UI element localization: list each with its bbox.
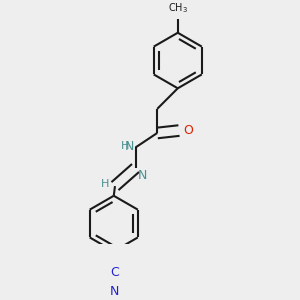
Text: N: N: [110, 285, 119, 298]
Text: N: N: [137, 169, 147, 182]
Text: C: C: [110, 266, 118, 279]
Text: N: N: [125, 140, 134, 153]
Text: CH$_3$: CH$_3$: [168, 1, 188, 15]
Text: H: H: [121, 141, 130, 151]
Text: H: H: [101, 179, 110, 189]
Text: O: O: [183, 124, 193, 137]
